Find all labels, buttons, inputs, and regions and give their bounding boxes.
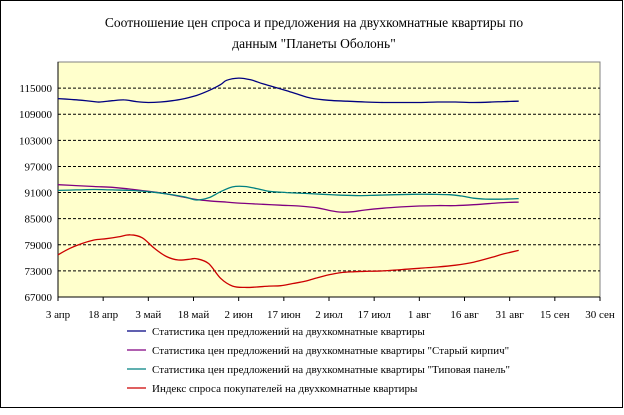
legend-label: Индекс спроса покупателей на двухкомнатн… [152, 383, 418, 395]
x-tick-label: 18 апр [88, 309, 118, 321]
series-line-demand-index [57, 234, 519, 289]
legend-label: Статистика цен предложений на двухкомнат… [152, 326, 425, 338]
y-tick-label: 115000 [19, 83, 52, 95]
x-tick-label: 31 авг [495, 309, 524, 321]
y-tick-label: 79000 [25, 240, 53, 252]
series-line-typical-panel [57, 185, 519, 201]
x-tick-label: 2 июл [315, 309, 343, 321]
legend-label: Статистика цен предложений на двухкомнат… [152, 364, 510, 376]
x-tick-label: 17 июл [358, 309, 392, 321]
x-tick-label: 2 июн [225, 309, 253, 321]
x-tick-label: 30 сен [585, 309, 615, 321]
legend-label: Статистика цен предложений на двухкомнат… [152, 345, 509, 357]
x-tick-label: 15 сен [540, 309, 570, 321]
x-tick-label: 18 май [178, 309, 210, 321]
x-tick-label: 3 май [135, 309, 161, 321]
y-tick-label: 85000 [25, 214, 53, 226]
series-line-total [57, 77, 519, 104]
x-tick-label: 17 июн [267, 309, 301, 321]
x-tick-label: 16 авг [450, 309, 479, 321]
chart-title-line2: данным "Планеты Оболонь" [232, 36, 395, 51]
y-tick-label: 67000 [25, 292, 53, 304]
x-tick-label: 3 апр [46, 309, 71, 321]
y-tick-label: 91000 [25, 188, 53, 200]
plot-area: 115000 109000 103000 97000 91000 85000 79000 73… [19, 61, 615, 321]
x-tick-label: 1 авг [408, 309, 431, 321]
chart-title-line1: Соотношение цен спроса и предложения на … [105, 15, 523, 30]
y-tick-label: 73000 [25, 266, 53, 278]
plot-background [57, 61, 601, 298]
y-tick-label: 97000 [25, 161, 53, 173]
legend: Статистика цен предложений на двухкомнат… [127, 326, 510, 395]
y-tick-label: 109000 [19, 109, 53, 121]
y-tick-label: 103000 [19, 135, 53, 147]
